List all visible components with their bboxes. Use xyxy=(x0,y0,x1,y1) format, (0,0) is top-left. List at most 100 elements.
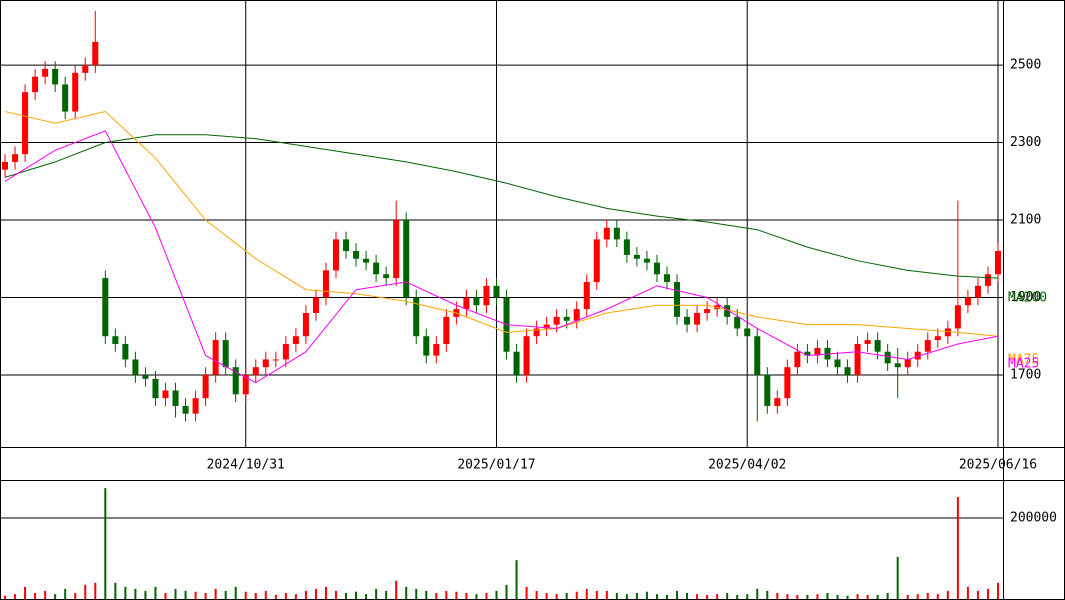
volume-bar xyxy=(665,594,668,599)
y-tick-label: 1900 xyxy=(1010,290,1041,305)
candle-body xyxy=(904,359,911,368)
volume-bar xyxy=(996,582,999,599)
volume-bar xyxy=(415,588,418,599)
volume-bar xyxy=(846,595,849,599)
volume-bar xyxy=(425,590,428,599)
candle-body xyxy=(643,258,650,263)
candle-body xyxy=(22,92,29,155)
candle-body xyxy=(393,220,400,279)
candle-body xyxy=(302,312,309,337)
volume-bar xyxy=(194,591,197,599)
candle-body xyxy=(413,297,420,337)
volume-bar xyxy=(264,590,267,599)
volume-bar xyxy=(375,588,378,599)
candle-body xyxy=(884,351,891,364)
candle-body xyxy=(864,340,871,344)
candle-body xyxy=(764,374,771,406)
x-tick-label: 2025/04/02 xyxy=(708,458,786,473)
volume-bar xyxy=(204,592,207,599)
candle-body xyxy=(483,285,490,306)
volume-bar xyxy=(154,586,157,599)
candle-body xyxy=(543,324,550,329)
moving-average xyxy=(4,130,999,384)
candle-body xyxy=(252,367,259,375)
candle-body xyxy=(513,351,520,375)
volume-bar xyxy=(44,590,47,599)
volume-bar xyxy=(284,592,287,599)
volume-bar xyxy=(455,591,458,599)
volume-bar xyxy=(766,590,769,599)
ma-legend: MA200 xyxy=(1008,291,1047,306)
candle-body xyxy=(663,274,671,282)
candle-body xyxy=(343,239,350,252)
candle-body xyxy=(814,347,821,356)
volume-bar xyxy=(696,594,699,599)
volume-bar xyxy=(585,588,588,599)
volume-bar xyxy=(405,586,408,599)
candle-body xyxy=(774,398,781,406)
volume-bar xyxy=(164,592,167,599)
x-tick-label: 2024/10/31 xyxy=(207,458,285,473)
candle-body xyxy=(934,336,941,341)
candle-body xyxy=(2,161,9,170)
candle-body xyxy=(62,84,69,112)
candle-body xyxy=(954,305,961,329)
candle-body xyxy=(684,316,691,325)
candle-body xyxy=(92,41,99,66)
volume-bar xyxy=(294,594,297,599)
volume-bar xyxy=(555,594,558,599)
candle-body xyxy=(593,239,600,282)
candle-body xyxy=(433,343,440,356)
moving-average xyxy=(4,134,999,279)
candle-body xyxy=(112,336,119,344)
volume-bar xyxy=(706,594,709,599)
volume-bar xyxy=(676,590,679,599)
candle-body xyxy=(623,239,630,255)
volume-bar xyxy=(385,590,388,599)
candle-body xyxy=(363,258,370,263)
candle-body xyxy=(834,359,841,368)
y-tick-label: 2500 xyxy=(1010,58,1041,73)
candle-body xyxy=(563,316,570,321)
volume-bar xyxy=(565,592,568,599)
volume-bar xyxy=(324,586,327,599)
volume-bar xyxy=(4,595,7,599)
volume-bar xyxy=(144,590,147,599)
volume-bar xyxy=(726,592,729,599)
candle-body xyxy=(473,297,480,306)
ma-legend: MA75 xyxy=(1008,353,1039,368)
candle-body xyxy=(724,305,731,317)
y-tick-label: 2300 xyxy=(1010,135,1041,150)
candle-body xyxy=(523,336,530,375)
candle-body xyxy=(844,367,851,375)
volume-bar xyxy=(84,584,87,599)
volume-bar xyxy=(686,592,689,599)
volume-bar xyxy=(94,582,97,599)
volume-bar xyxy=(445,590,448,599)
candle-body xyxy=(553,316,560,325)
candle-body xyxy=(32,76,39,93)
x-tick-label: 2025/01/17 xyxy=(457,458,535,473)
candle-body xyxy=(282,343,289,360)
volume-bar xyxy=(234,586,237,599)
volume-bar xyxy=(946,590,949,599)
candle-body xyxy=(322,270,329,298)
volume-bar xyxy=(64,588,67,599)
candle-body xyxy=(72,72,79,112)
candle-body xyxy=(854,343,861,375)
candle-body xyxy=(142,374,149,379)
volume-bar xyxy=(244,591,247,599)
candle-body xyxy=(262,359,269,368)
candle-body xyxy=(744,328,751,337)
volume-bar xyxy=(345,592,348,599)
volume-bar xyxy=(635,592,638,599)
candle-body xyxy=(974,285,981,298)
volume-bar xyxy=(836,594,839,599)
volume-bar xyxy=(24,586,27,599)
volume-bar xyxy=(786,594,789,599)
volume-bar xyxy=(796,594,799,599)
volume-bar xyxy=(114,582,117,599)
volume-bar xyxy=(976,590,979,599)
volume-bar xyxy=(304,590,307,599)
candle-body xyxy=(463,297,470,310)
